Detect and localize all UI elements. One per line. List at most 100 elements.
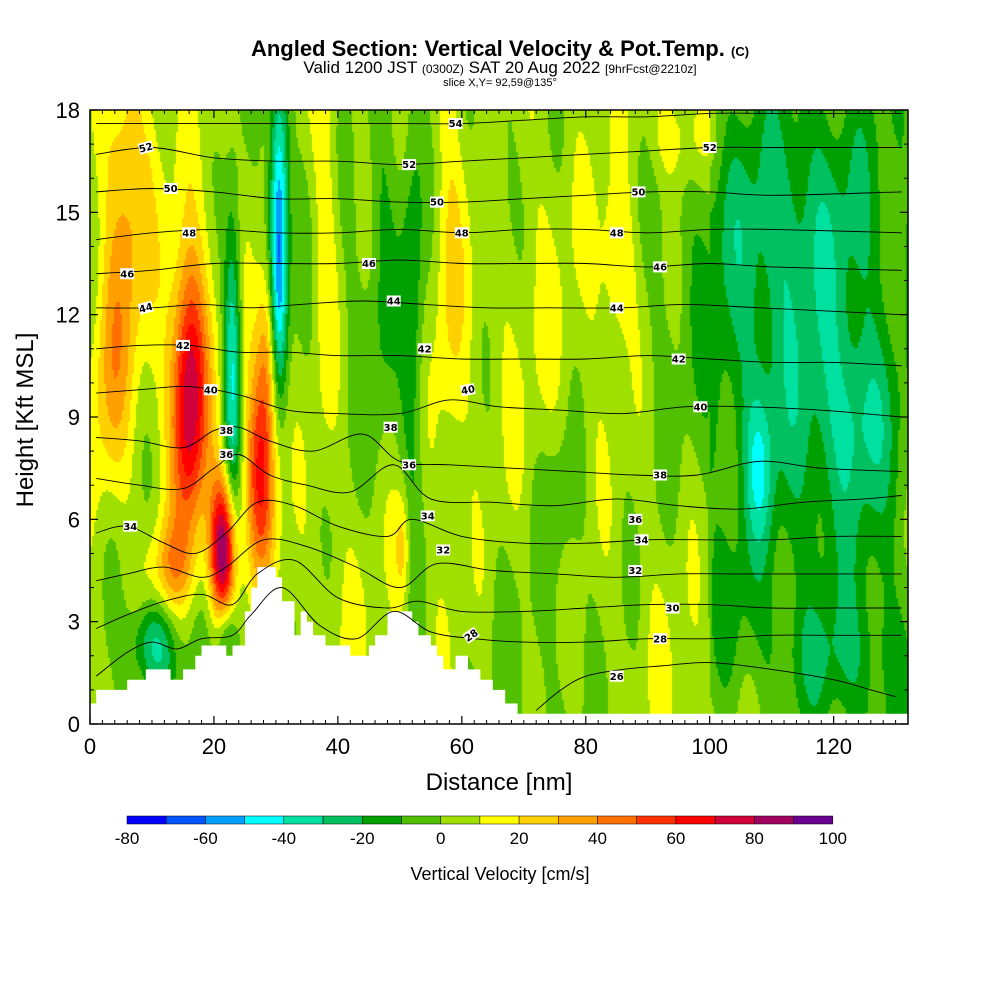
- isentrope-26: [535, 662, 896, 711]
- colorbar-swatch: [283, 815, 324, 825]
- chart-valid-time: Valid 1200 JST (0300Z) SAT 20 Aug 2022 […: [0, 58, 1000, 78]
- isentrope-label-text: 52: [402, 160, 416, 171]
- isentrope-label: 44: [137, 300, 154, 316]
- isentrope-label: 50: [163, 183, 178, 195]
- isentrope-label-text: 48: [610, 228, 624, 239]
- isentrope-label-bg: [609, 670, 624, 682]
- isentrope-label-text: 50: [631, 188, 645, 199]
- isentrope-label: 40: [693, 401, 708, 413]
- colorbar-swatch: [714, 815, 755, 825]
- isentrope-label-bg: [693, 401, 708, 413]
- isentrope-46: [96, 259, 902, 275]
- y-tick-label: 3: [68, 610, 80, 635]
- isentrope-label: 36: [628, 513, 643, 526]
- y-tick-label: 18: [56, 98, 80, 123]
- isentrope-36: [96, 454, 902, 510]
- y-tick-label: 9: [68, 405, 80, 430]
- forecast-init: [9hrFcst@2210z]: [605, 62, 697, 76]
- colorbar-swatch: [165, 815, 206, 825]
- isentrope-30: [96, 558, 902, 629]
- isentrope-52: [96, 146, 902, 166]
- colorbar-tick-label: 40: [588, 829, 607, 848]
- isentrope-label-bg: [702, 142, 717, 153]
- isentrope-label-bg: [448, 118, 463, 130]
- isentrope-44: [96, 300, 902, 316]
- isentrope-40: [96, 385, 902, 418]
- isentrope-label-text: 38: [219, 426, 233, 437]
- colorbar-tick-label: 100: [819, 829, 847, 848]
- isentrope-label: 30: [665, 602, 680, 615]
- isentrope-label-text: 44: [610, 303, 624, 314]
- isentrope-32: [96, 538, 902, 589]
- y-axis-label: Height [Kft MSL]: [12, 333, 39, 508]
- isentrope-label: 40: [203, 384, 218, 396]
- isentrope-42: [96, 344, 902, 367]
- colorbar-tick-label: -40: [272, 829, 297, 848]
- isentrope-label-text: 30: [666, 604, 680, 615]
- isentrope-label-text: 50: [430, 198, 444, 209]
- isentrope-label-bg: [628, 565, 643, 576]
- colorbar-swatch: [440, 815, 481, 825]
- isentrope-50: [96, 188, 902, 203]
- isentrope-label-text: 48: [455, 228, 469, 239]
- isentrope-label-text: 40: [693, 402, 707, 413]
- chart-title-main: Angled Section: Vertical Velocity & Pot.…: [250, 36, 725, 61]
- isentrope-label-text: 44: [387, 297, 401, 308]
- isentrope-label: 32: [436, 544, 451, 557]
- isentrope-label: 46: [120, 268, 135, 280]
- isentrope-label-text: 52: [138, 141, 154, 155]
- isentrope-label-bg: [361, 258, 376, 269]
- vertical-velocity-field: [90, 110, 908, 724]
- isentrope-label-bg: [417, 343, 432, 355]
- colorbar-swatch: [362, 815, 402, 825]
- isentrope-label-text: 46: [653, 263, 667, 274]
- isentrope-label-text: 42: [176, 341, 190, 352]
- x-axis: 0 20 40 60 80 100 120: [84, 110, 897, 759]
- isentrope-label-text: 52: [703, 143, 717, 154]
- isentrope-label: 44: [386, 295, 401, 308]
- isentrope-label: 32: [628, 565, 643, 577]
- colorbar-swatch: [205, 815, 245, 825]
- chart-title: Angled Section: Vertical Velocity & Pot.…: [0, 36, 1000, 62]
- x-tick-label: 40: [326, 734, 350, 759]
- isentrope-label-text: 48: [182, 228, 196, 239]
- isentrope-label: 52: [137, 140, 154, 156]
- isentrope-label: 50: [430, 196, 444, 209]
- isentrope-label-text: 34: [123, 522, 137, 533]
- isentrope-label-bg: [609, 302, 624, 314]
- terrain-shape: [90, 567, 908, 724]
- isentrope-38: [96, 426, 902, 477]
- isentrope-label-text: 36: [628, 515, 642, 526]
- isentrope-label: 36: [219, 449, 234, 461]
- isentrope-label-bg: [430, 196, 444, 208]
- x-tick-label: 100: [691, 734, 728, 759]
- isentrope-label-bg: [631, 186, 646, 198]
- isentrope-label-text: 46: [120, 269, 134, 280]
- isentrope-label: 36: [402, 459, 417, 471]
- isentrope-label-bg: [462, 626, 480, 644]
- colorbar-tick-label: -20: [350, 829, 375, 848]
- y-tick-label: 15: [56, 200, 80, 225]
- isentrope-label-bg: [653, 633, 668, 645]
- isentrope-label: 28: [653, 633, 668, 645]
- isentrope-label: 40: [460, 383, 476, 397]
- isentrope-label-text: 36: [219, 450, 233, 461]
- isentrope-label: 42: [671, 353, 686, 366]
- isentrope-label: 34: [123, 520, 138, 533]
- isentrope-label-text: 36: [402, 460, 416, 471]
- isentrope-label-text: 40: [460, 384, 476, 397]
- isentrope-label-bg: [609, 227, 624, 239]
- slice-info: slice X,Y= 92,59@135°: [443, 77, 557, 89]
- isentrope-label-text: 38: [384, 423, 398, 434]
- colorbar-swatch: [479, 815, 520, 825]
- x-tick-label: 0: [84, 734, 96, 759]
- isentrope-label-bg: [436, 544, 451, 556]
- isentrope-label-text: 28: [653, 634, 667, 645]
- x-tick-label: 20: [202, 734, 226, 759]
- colorbar-tick-label: -60: [193, 829, 218, 848]
- isentrope-labels: 52 50 48 46 44 42 40 38 36 34 54 52 50 48 46 44 42 40 38 36…: [120, 118, 717, 683]
- isentrope-label-text: 32: [628, 566, 642, 577]
- valid-time-local: Valid 1200 JST: [303, 58, 418, 77]
